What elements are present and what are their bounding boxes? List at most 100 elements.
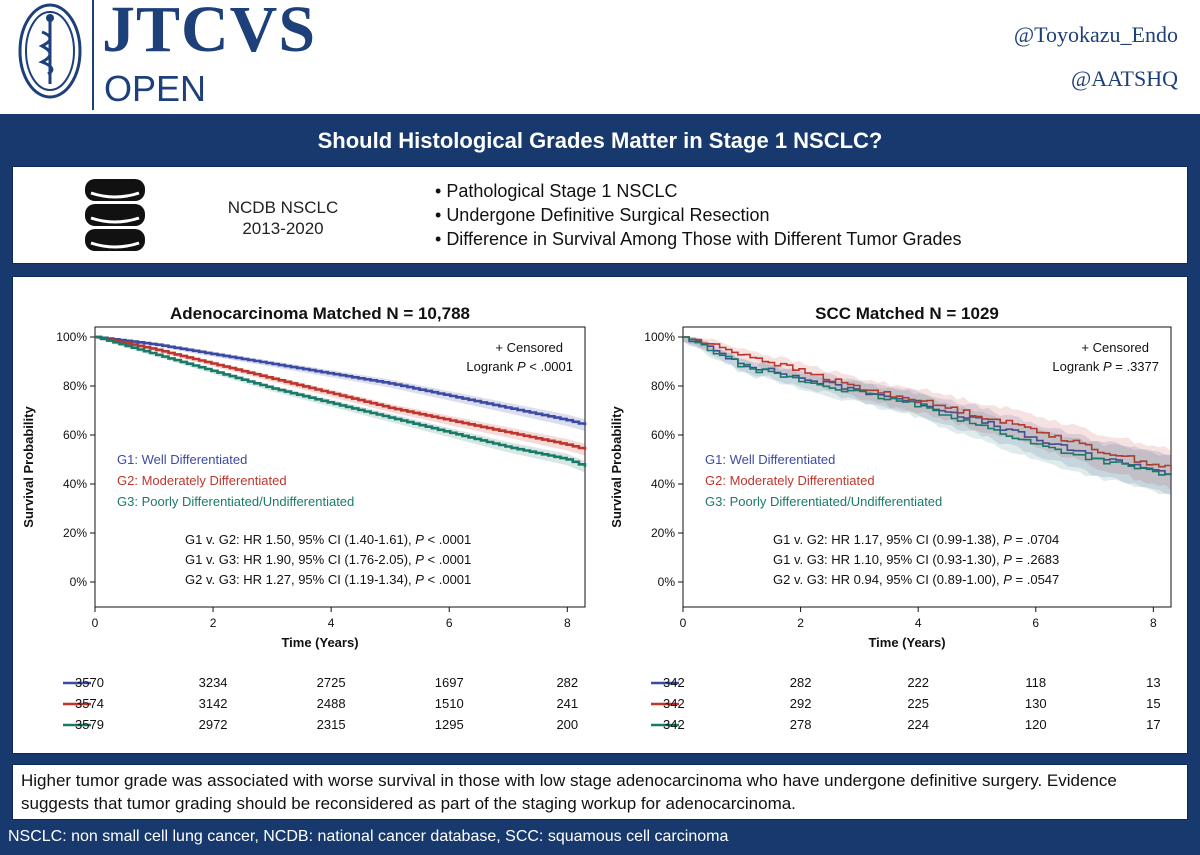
at-risk-count: 342	[663, 696, 685, 711]
at-risk-count: 2972	[199, 717, 228, 732]
x-tick-label: 2	[210, 616, 217, 630]
at-risk-count: 282	[790, 675, 812, 690]
x-tick-label: 8	[564, 616, 571, 630]
y-axis-label: Survival Probability	[21, 406, 36, 528]
confidence-band-g3	[683, 337, 1171, 495]
x-tick-label: 2	[797, 616, 804, 630]
x-tick-label: 4	[915, 616, 922, 630]
at-risk-count: 2488	[317, 696, 346, 711]
legend-entry-g3: G3: Poorly Differentiated/Undifferentiat…	[117, 494, 354, 509]
x-tick-label: 6	[1032, 616, 1039, 630]
survival-curve-g3	[95, 335, 587, 467]
at-risk-count: 118	[1025, 675, 1046, 690]
at-risk-count: 120	[1025, 717, 1047, 732]
at-risk-count: 1697	[435, 675, 464, 690]
legend-entry-g1: G1: Well Differentiated	[705, 452, 835, 467]
at-risk-count: 292	[790, 696, 812, 711]
y-tick-label: 0%	[70, 575, 88, 589]
hazard-ratio-line: G1 v. G2: HR 1.50, 95% CI (1.40-1.61), P…	[185, 532, 471, 547]
y-tick-label: 60%	[651, 428, 675, 442]
criteria-item: Difference in Survival Among Those with …	[435, 227, 961, 251]
scc-km-chart: SCC Matched N = 1029 0% 20% 40% 60% 80% 100% 0 2…	[609, 304, 1172, 732]
at-risk-count: 130	[1025, 696, 1047, 711]
journal-logo-title: JTCVS	[102, 0, 317, 66]
author-handle[interactable]: @Toyokazu_Endo	[1013, 22, 1178, 47]
at-risk-count: 2725	[317, 675, 346, 690]
criteria-list: Pathological Stage 1 NSCLC Undergone Def…	[435, 179, 962, 251]
confidence-band-g2	[683, 337, 1171, 491]
logrank-text: Logrank P = .3377	[1052, 359, 1159, 374]
y-tick-label: 80%	[651, 379, 675, 393]
society-handle[interactable]: @AATSHQ	[1070, 66, 1178, 91]
page-title: Should Histological Grades Matter in Sta…	[317, 128, 883, 153]
aats-seal-logo	[18, 3, 82, 99]
at-risk-count: 2315	[317, 717, 346, 732]
confidence-band-g1	[683, 337, 1171, 495]
data-source-name: NCDB NSCLC	[227, 198, 339, 217]
chart-title: SCC Matched N = 1029	[815, 304, 999, 323]
chart-title: Adenocarcinoma Matched N = 10,788	[170, 304, 470, 323]
x-axis-label: Time (Years)	[281, 635, 358, 650]
y-axis-label: Survival Probability	[609, 406, 624, 528]
at-risk-count: 3234	[199, 675, 228, 690]
at-risk-count: 225	[907, 696, 929, 711]
conclusion-text: Higher tumor grade was associated with w…	[12, 764, 1188, 820]
at-risk-count: 278	[790, 717, 812, 732]
x-tick-label: 6	[446, 616, 453, 630]
at-risk-count: 200	[556, 717, 578, 732]
y-tick-label: 20%	[63, 526, 87, 540]
at-risk-count: 13	[1146, 675, 1160, 690]
at-risk-count: 342	[663, 675, 685, 690]
at-risk-count: 241	[556, 696, 578, 711]
charts-box: Adenocarcinoma Matched N = 10,788 0% 20% 40…	[12, 276, 1188, 754]
censored-legend: + Censored	[1081, 340, 1149, 355]
at-risk-count: 1510	[435, 696, 464, 711]
x-tick-label: 0	[92, 616, 99, 630]
criteria-item: Pathological Stage 1 NSCLC	[435, 179, 962, 203]
x-tick-label: 0	[680, 616, 687, 630]
censored-legend: + Censored	[495, 340, 563, 355]
at-risk-count: 342	[663, 717, 685, 732]
survival-curve-g2	[683, 336, 1172, 472]
hazard-ratio-line: G1 v. G2: HR 1.17, 95% CI (0.99-1.38), P…	[773, 532, 1059, 547]
hazard-ratio-line: G2 v. G3: HR 0.94, 95% CI (0.89-1.00), P…	[773, 572, 1059, 587]
y-tick-label: 100%	[56, 330, 87, 344]
study-info-box: NCDB NSCLC 2013-2020 Pathological Stage …	[12, 166, 1188, 264]
survival-curve-g3	[683, 336, 1172, 476]
at-risk-count: 3142	[199, 696, 228, 711]
y-tick-label: 80%	[63, 379, 87, 393]
at-risk-count: 15	[1146, 696, 1160, 711]
database-icon	[85, 179, 145, 251]
journal-logo-subtitle: OPEN	[104, 68, 207, 109]
at-risk-count: 282	[556, 675, 578, 690]
survival-curve-g2	[95, 335, 587, 450]
header: JTCVS OPEN @Toyokazu_Endo @AATSHQ	[0, 0, 1200, 114]
y-tick-label: 40%	[651, 477, 675, 491]
at-risk-count: 3579	[75, 717, 104, 732]
at-risk-count: 3570	[75, 675, 104, 690]
y-tick-label: 100%	[644, 330, 675, 344]
at-risk-count: 1295	[435, 717, 464, 732]
data-source: NCDB NSCLC 2013-2020	[203, 197, 363, 239]
criteria-item: Undergone Definitive Surgical Resection	[435, 203, 962, 227]
y-tick-label: 60%	[63, 428, 87, 442]
abbreviations-footnote: NSCLC: non small cell lung cancer, NCDB:…	[8, 828, 729, 845]
logrank-text: Logrank P < .0001	[466, 359, 573, 374]
hazard-ratio-line: G2 v. G3: HR 1.27, 95% CI (1.19-1.34), P…	[185, 572, 471, 587]
at-risk-count: 222	[907, 675, 929, 690]
adenocarcinoma-km-chart: Adenocarcinoma Matched N = 10,7880%20%40…	[21, 304, 587, 732]
x-axis-label: Time (Years)	[868, 635, 945, 650]
legend-entry-g3: G3: Poorly Differentiated/Undifferentiat…	[705, 494, 942, 509]
hazard-ratio-line: G1 v. G3: HR 1.10, 95% CI (0.93-1.30), P…	[773, 552, 1059, 567]
y-tick-label: 20%	[651, 526, 675, 540]
logo-divider	[92, 0, 94, 110]
legend-entry-g1: G1: Well Differentiated	[117, 452, 247, 467]
hazard-ratio-line: G1 v. G3: HR 1.90, 95% CI (1.76-2.05), P…	[185, 552, 471, 567]
at-risk-count: 3574	[75, 696, 104, 711]
x-tick-label: 8	[1150, 616, 1157, 630]
legend-entry-g2: G2: Moderately Differentiated	[705, 473, 875, 488]
y-tick-label: 0%	[658, 575, 676, 589]
at-risk-count: 224	[907, 717, 929, 732]
data-source-years: 2013-2020	[242, 219, 324, 238]
at-risk-count: 17	[1146, 717, 1160, 732]
